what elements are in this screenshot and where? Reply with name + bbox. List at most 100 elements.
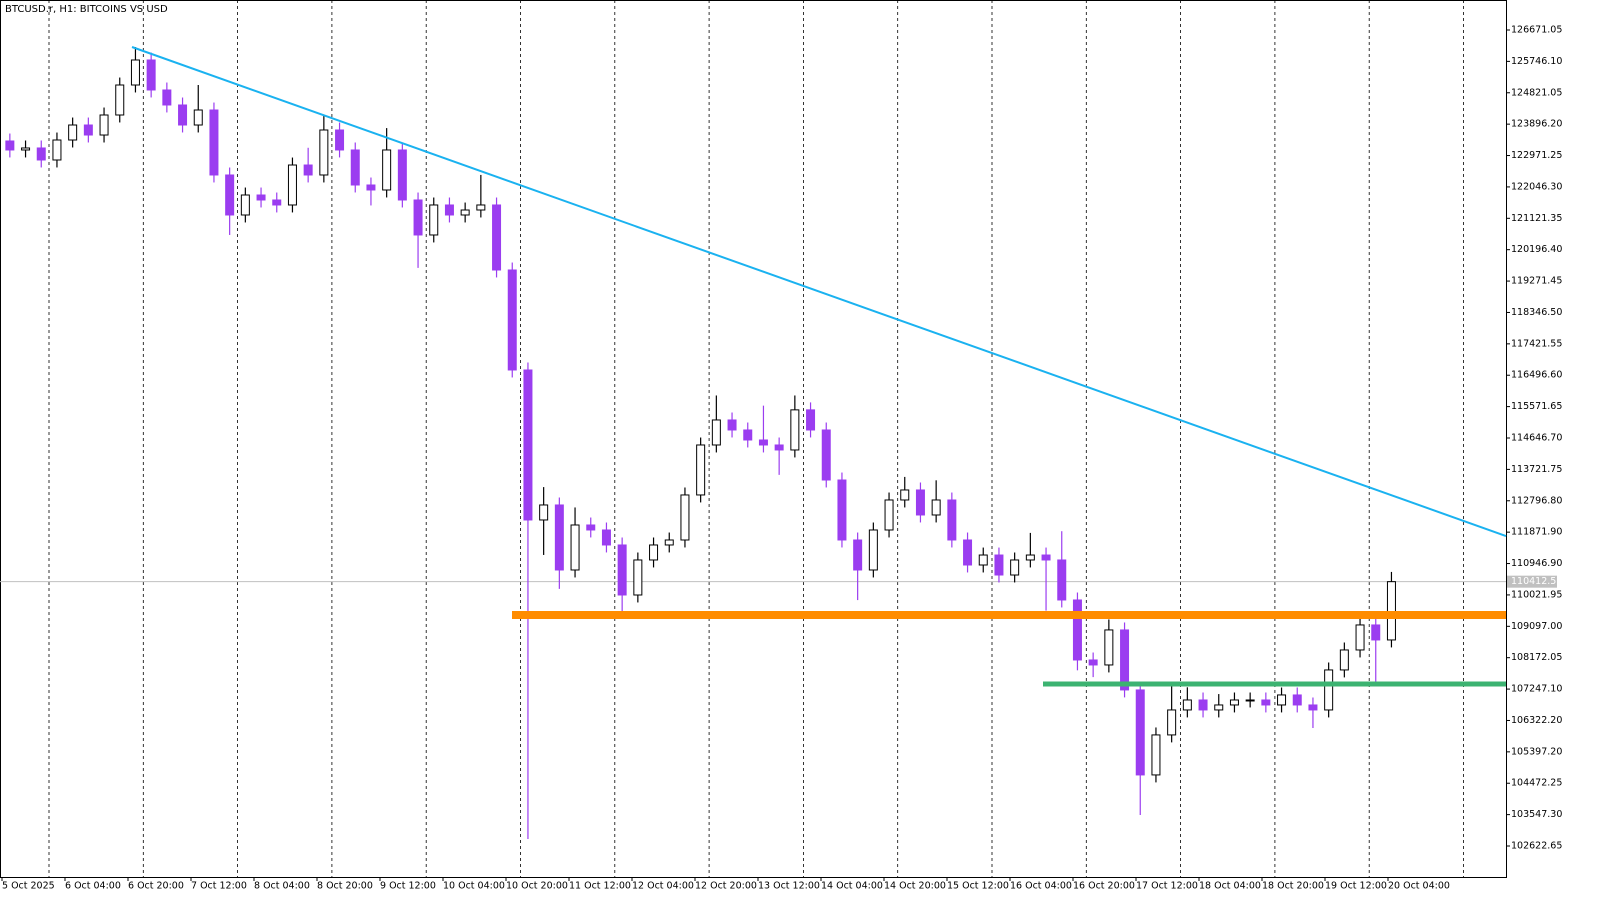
y-tick-label: 123896.20 bbox=[1511, 119, 1562, 130]
candle-body bbox=[586, 524, 596, 531]
candle-body bbox=[444, 204, 454, 216]
candle-body bbox=[837, 479, 847, 541]
candle-body bbox=[397, 149, 407, 201]
candle-body bbox=[1104, 629, 1114, 666]
x-tick-label: 6 Oct 04:00 bbox=[65, 881, 121, 892]
y-tick-label: 111871.90 bbox=[1511, 527, 1562, 538]
candle-body bbox=[492, 204, 502, 271]
y-tick-label: 112796.80 bbox=[1511, 495, 1562, 506]
candle-body bbox=[601, 529, 611, 546]
candle-body bbox=[1057, 559, 1067, 601]
candle-body bbox=[366, 184, 376, 191]
candle-body bbox=[209, 109, 219, 176]
candle-body bbox=[1088, 659, 1098, 666]
candle-body bbox=[1025, 554, 1035, 561]
x-tick-label: 8 Oct 20:00 bbox=[317, 881, 373, 892]
candle-body bbox=[99, 114, 109, 136]
candle-body bbox=[978, 554, 988, 566]
candle-body bbox=[931, 499, 941, 516]
y-tick-label: 126671.05 bbox=[1511, 24, 1562, 35]
candle-body bbox=[696, 444, 706, 496]
candle-body bbox=[1182, 699, 1192, 711]
chart-title: BTCUSD.r, H1: BITCOINS VS USD bbox=[5, 4, 168, 15]
candle-body bbox=[915, 489, 925, 516]
x-tick-label: 16 Oct 20:00 bbox=[1073, 881, 1135, 892]
candle-body bbox=[680, 494, 690, 541]
x-tick-label: 16 Oct 04:00 bbox=[1010, 881, 1072, 892]
x-tick-label: 5 Oct 2025 bbox=[2, 881, 55, 892]
candle-body bbox=[790, 409, 800, 451]
y-tick-label: 106322.20 bbox=[1511, 715, 1562, 726]
candle-body bbox=[130, 59, 140, 86]
y-tick-label: 122971.25 bbox=[1511, 150, 1562, 161]
last-price-box bbox=[1507, 575, 1557, 588]
x-tick-label: 13 Oct 12:00 bbox=[758, 881, 820, 892]
y-tick-label: 118346.50 bbox=[1511, 307, 1562, 318]
x-tick-label: 6 Oct 20:00 bbox=[128, 881, 184, 892]
candle-body bbox=[1308, 704, 1318, 711]
y-tick-label: 110021.95 bbox=[1511, 589, 1562, 600]
candle-body bbox=[83, 124, 93, 136]
y-tick-label: 108172.05 bbox=[1511, 652, 1562, 663]
candle-body bbox=[758, 439, 768, 446]
x-tick-label: 10 Oct 20:00 bbox=[506, 881, 568, 892]
candle-body bbox=[5, 140, 15, 151]
candle-body bbox=[225, 174, 235, 216]
candle-body bbox=[240, 194, 250, 216]
candle-body bbox=[1261, 699, 1271, 706]
x-tick-label: 12 Oct 04:00 bbox=[632, 881, 694, 892]
candle-body bbox=[1214, 704, 1224, 711]
candle-body bbox=[1324, 669, 1334, 711]
y-tick-label: 110946.90 bbox=[1511, 558, 1562, 569]
x-tick-label: 7 Oct 12:00 bbox=[191, 881, 247, 892]
last-price-label: 110412.53 bbox=[1511, 576, 1562, 587]
candle-body bbox=[162, 89, 172, 106]
x-tick-label: 8 Oct 04:00 bbox=[254, 881, 310, 892]
y-tick-label: 109097.00 bbox=[1511, 621, 1562, 632]
candle-body bbox=[335, 129, 345, 151]
candle-body bbox=[1229, 699, 1239, 706]
candle-body bbox=[1167, 709, 1177, 736]
candle-body bbox=[193, 109, 203, 126]
x-tick-label: 14 Oct 04:00 bbox=[821, 881, 883, 892]
y-tick-label: 102622.65 bbox=[1511, 840, 1562, 851]
candle-body bbox=[319, 129, 329, 176]
candle-body bbox=[1198, 699, 1208, 711]
candle-body bbox=[413, 199, 423, 236]
candle-body bbox=[476, 204, 486, 211]
y-tick-label: 103547.30 bbox=[1511, 809, 1562, 820]
candle-body bbox=[382, 149, 392, 191]
x-tick-label: 18 Oct 04:00 bbox=[1199, 881, 1261, 892]
x-tick-label: 15 Oct 12:00 bbox=[947, 881, 1009, 892]
y-tick-label: 117421.55 bbox=[1511, 338, 1562, 349]
candle-body bbox=[115, 84, 125, 116]
candle-body bbox=[868, 529, 878, 571]
candle-body bbox=[963, 539, 973, 566]
candle-body bbox=[994, 554, 1004, 576]
y-tick-label: 114646.70 bbox=[1511, 433, 1562, 444]
candle-body bbox=[1072, 599, 1082, 661]
candle-body bbox=[350, 149, 360, 186]
candle-body bbox=[1120, 629, 1130, 691]
candle-body bbox=[178, 104, 188, 126]
candle-body bbox=[774, 444, 784, 451]
candle-body bbox=[507, 269, 517, 371]
x-tick-label: 18 Oct 20:00 bbox=[1262, 881, 1324, 892]
candle-body bbox=[554, 504, 564, 571]
y-tick-label: 121121.35 bbox=[1511, 213, 1562, 224]
x-tick-label: 10 Oct 04:00 bbox=[443, 881, 505, 892]
y-tick-label: 124821.05 bbox=[1511, 87, 1562, 98]
candle-body bbox=[272, 199, 282, 206]
candle-body bbox=[68, 124, 78, 141]
candle-body bbox=[146, 59, 156, 91]
candle-body bbox=[429, 204, 439, 236]
candle-body bbox=[570, 524, 580, 571]
candle-body bbox=[1151, 734, 1161, 776]
candle-body bbox=[853, 539, 863, 571]
y-tick-label: 119271.45 bbox=[1511, 276, 1562, 287]
candle-body bbox=[539, 504, 549, 521]
candle-body bbox=[256, 194, 266, 201]
trendline bbox=[131, 46, 1507, 537]
candle-body bbox=[523, 369, 533, 521]
